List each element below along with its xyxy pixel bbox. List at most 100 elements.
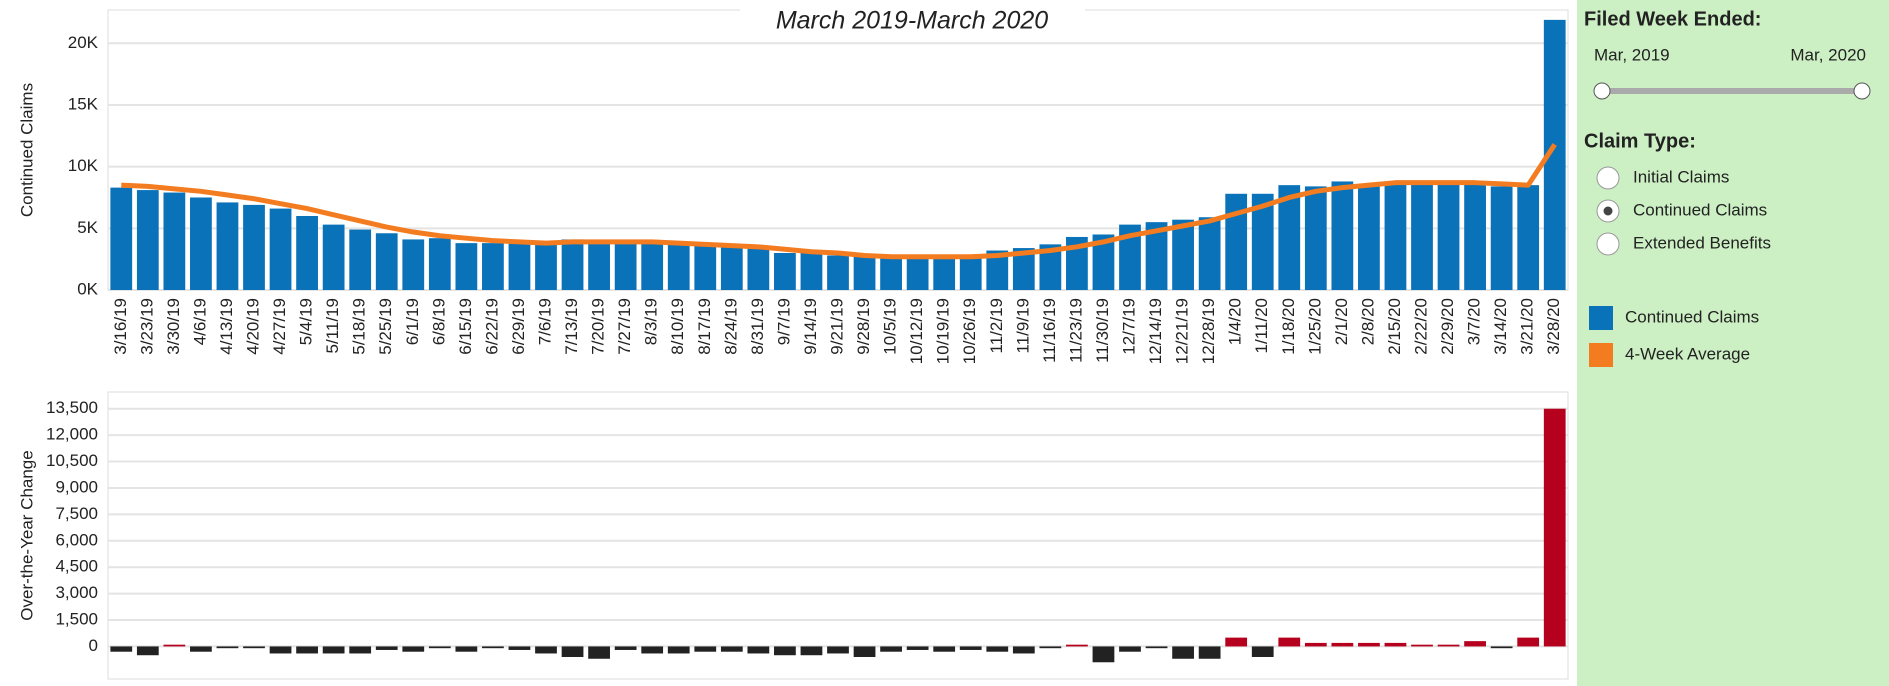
x-tick-label: 10/26/19 (960, 298, 979, 364)
bar (1437, 183, 1460, 290)
bar (774, 646, 796, 656)
y-tick-label: 6,000 (55, 530, 98, 549)
bar (1464, 641, 1486, 647)
bar (614, 646, 637, 650)
x-tick-label: 8/3/19 (642, 298, 661, 345)
x-tick-label: 1/25/20 (1305, 298, 1324, 355)
bar (747, 646, 770, 654)
bar (402, 239, 425, 290)
x-tick-label: 11/2/19 (987, 298, 1006, 353)
legend-label: 4-Week Average (1625, 344, 1750, 363)
bar (1331, 642, 1354, 647)
x-tick-label: 9/28/19 (854, 298, 873, 355)
bar (136, 190, 159, 290)
bar (986, 646, 1009, 652)
average-line (121, 143, 1557, 260)
bar (1251, 193, 1274, 290)
bar (1543, 19, 1566, 291)
y-tick-label: 10,500 (46, 451, 98, 470)
bar (216, 646, 239, 649)
bar (906, 646, 929, 650)
x-tick-label: 7/20/19 (589, 298, 608, 355)
x-tick-label: 1/11/20 (1252, 298, 1271, 353)
bar (216, 202, 239, 290)
x-tick-label: 6/15/19 (456, 298, 475, 355)
bar (1358, 642, 1380, 647)
radio-label[interactable]: Initial Claims (1633, 167, 1729, 186)
x-tick-label: 5/11/19 (323, 298, 342, 353)
x-tick-label: 8/10/19 (668, 298, 687, 355)
x-tick-label: 2/29/20 (1438, 298, 1457, 355)
bar (1278, 185, 1301, 290)
y-tick-label: 7,500 (55, 504, 98, 523)
y-tick-label: 10K (68, 156, 99, 175)
x-tick-label: 2/15/20 (1385, 298, 1404, 355)
x-tick-label: 5/25/19 (376, 298, 395, 355)
bar (1092, 234, 1115, 290)
bar (694, 244, 717, 290)
bar (1039, 244, 1062, 290)
radio[interactable] (1596, 166, 1620, 190)
bar (1198, 217, 1221, 290)
x-tick-label: 3/7/20 (1465, 298, 1484, 345)
x-tick-label: 10/12/19 (907, 298, 926, 364)
x-tick-label: 5/18/19 (350, 298, 369, 355)
bar (1066, 644, 1088, 647)
bar (667, 646, 690, 654)
bar (1490, 646, 1513, 649)
y-axis-label: Over-the-Year Change (17, 450, 36, 620)
bar (163, 644, 186, 647)
bar (933, 256, 956, 290)
bar (136, 646, 159, 656)
bar (1172, 219, 1194, 290)
x-tick-label: 8/31/19 (748, 298, 767, 355)
filter-label: Filed Week Ended: (1584, 8, 1761, 30)
bar (853, 256, 876, 290)
radio[interactable] (1596, 232, 1620, 256)
x-tick-label: 8/24/19 (721, 298, 740, 355)
x-tick-label: 2/1/20 (1332, 298, 1351, 345)
bar (455, 646, 478, 652)
bar (588, 646, 610, 659)
slider-handle-end[interactable] (1853, 82, 1871, 100)
x-tick-label: 1/4/20 (1226, 298, 1245, 345)
legend-label: Continued Claims (1625, 307, 1759, 326)
bar (375, 233, 398, 290)
x-tick-label: 7/13/19 (562, 298, 581, 355)
slider-track[interactable] (1600, 88, 1864, 94)
slider-handle-start[interactable] (1593, 82, 1611, 100)
x-tick-label: 11/16/19 (1040, 298, 1059, 363)
radio-label[interactable]: Extended Benefits (1633, 233, 1771, 252)
bar (110, 187, 133, 290)
bar (1490, 186, 1513, 290)
y-tick-label: 9,000 (55, 477, 98, 496)
bar (588, 243, 610, 290)
range-start: Mar, 2019 (1594, 45, 1670, 64)
bar (1145, 646, 1168, 649)
radio-dot[interactable] (1603, 206, 1613, 216)
bar (641, 646, 664, 654)
x-tick-label: 4/6/19 (190, 298, 209, 345)
x-tick-label: 7/6/19 (535, 298, 554, 345)
radio-label[interactable]: Continued Claims (1633, 200, 1767, 219)
bar (933, 646, 956, 652)
bar (455, 243, 478, 290)
x-tick-label: 8/17/19 (695, 298, 714, 355)
bar (1358, 185, 1380, 290)
bar (1066, 236, 1088, 290)
bar (349, 229, 372, 290)
bar (1543, 408, 1566, 647)
y-axis-label: Continued Claims (17, 83, 36, 217)
bar (1119, 646, 1141, 652)
bar (959, 646, 982, 650)
claim-type-label: Claim Type: (1584, 130, 1696, 152)
bar (1411, 644, 1433, 647)
x-tick-label: 7/27/19 (615, 298, 634, 355)
y-tick-label: 4,500 (55, 557, 98, 576)
x-tick-label: 6/1/19 (403, 298, 422, 345)
x-tick-label: 9/7/19 (774, 298, 793, 345)
x-tick-label: 6/29/19 (509, 298, 528, 355)
bar (827, 255, 849, 290)
x-tick-label: 3/28/20 (1544, 298, 1563, 355)
